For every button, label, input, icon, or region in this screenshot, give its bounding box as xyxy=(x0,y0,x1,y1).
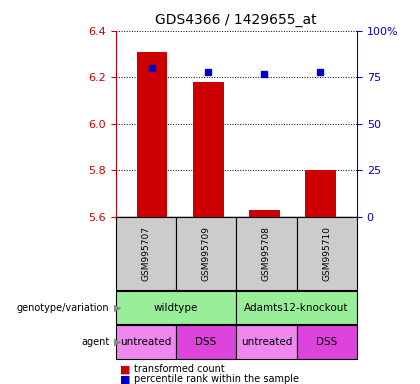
Text: wildtype: wildtype xyxy=(154,303,198,313)
Text: ■: ■ xyxy=(120,374,130,384)
Text: transformed count: transformed count xyxy=(134,364,224,374)
Text: agent: agent xyxy=(81,337,109,347)
Text: genotype/variation: genotype/variation xyxy=(16,303,109,313)
Text: ▶: ▶ xyxy=(114,303,122,313)
Text: percentile rank within the sample: percentile rank within the sample xyxy=(134,374,299,384)
Text: DSS: DSS xyxy=(316,337,337,347)
Text: GSM995710: GSM995710 xyxy=(322,226,331,281)
Text: GSM995708: GSM995708 xyxy=(262,226,271,281)
Text: untreated: untreated xyxy=(241,337,292,347)
Text: DSS: DSS xyxy=(195,337,217,347)
Title: GDS4366 / 1429655_at: GDS4366 / 1429655_at xyxy=(155,13,317,27)
Bar xyxy=(193,82,223,217)
Bar xyxy=(305,170,336,217)
Text: untreated: untreated xyxy=(120,337,171,347)
Bar xyxy=(249,210,280,217)
Text: GSM995707: GSM995707 xyxy=(141,226,150,281)
Text: Adamts12-knockout: Adamts12-knockout xyxy=(244,303,349,313)
Bar xyxy=(136,52,168,217)
Text: ▶: ▶ xyxy=(114,337,122,347)
Text: ■: ■ xyxy=(120,364,130,374)
Text: GSM995709: GSM995709 xyxy=(202,226,210,281)
